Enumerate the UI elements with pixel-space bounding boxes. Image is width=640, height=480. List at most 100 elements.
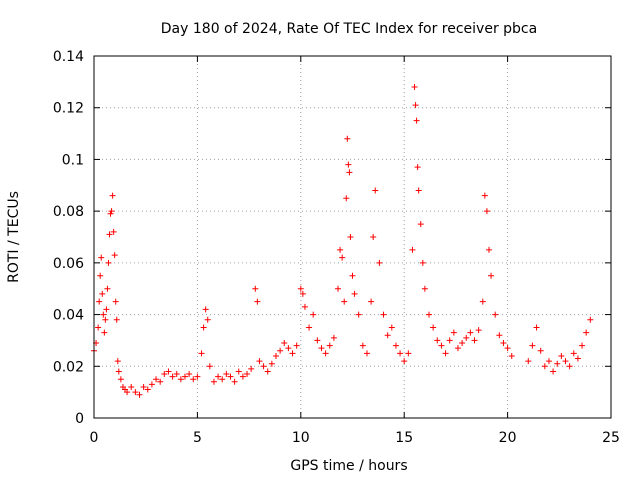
data-point: [430, 324, 437, 331]
data-point: [533, 324, 540, 331]
y-tick-label: 0.1: [62, 152, 84, 168]
data-point: [248, 365, 255, 372]
x-axis-label: GPS time / hours: [290, 458, 407, 474]
data-point: [587, 316, 594, 323]
data-point: [579, 342, 586, 349]
data-point: [475, 327, 482, 334]
data-point: [165, 368, 172, 375]
data-point: [479, 298, 486, 305]
plot-frame: [93, 55, 612, 419]
data-point: [459, 340, 466, 347]
data-point: [562, 358, 569, 365]
data-point: [310, 311, 317, 318]
data-point: [529, 342, 536, 349]
y-tick-label: 0.04: [53, 308, 84, 324]
data-point: [306, 324, 313, 331]
data-point: [541, 363, 548, 370]
data-point: [442, 350, 449, 357]
data-point: [97, 272, 104, 279]
data-point: [384, 332, 391, 339]
data-point: [347, 234, 354, 240]
x-tick-label: 15: [395, 430, 413, 446]
data-point: [181, 373, 188, 380]
data-point: [301, 303, 308, 310]
data-point: [103, 306, 110, 313]
data-point: [140, 383, 147, 390]
data-point: [492, 311, 499, 318]
data-point: [419, 259, 426, 266]
data-point: [496, 332, 503, 339]
y-tick-label: 0.14: [53, 49, 84, 65]
data-point: [173, 371, 180, 378]
data-point: [161, 371, 168, 378]
y-axis-label: ROTI / TECUs: [6, 191, 22, 283]
data-point: [260, 363, 267, 370]
data-point: [281, 340, 288, 347]
data-point: [299, 290, 306, 297]
x-tick-label: 10: [292, 430, 310, 446]
data-point: [136, 391, 143, 398]
data-point: [177, 376, 184, 383]
data-point: [219, 376, 226, 383]
data-point: [109, 192, 116, 199]
data-point: [471, 337, 478, 344]
data-point: [157, 378, 164, 385]
x-axis-ticks: 0 5 10 15 20 25: [90, 56, 620, 446]
data-point: [132, 389, 139, 396]
data-point: [411, 84, 418, 91]
data-point: [190, 376, 197, 383]
data-point: [454, 345, 461, 352]
data-point: [438, 342, 445, 349]
data-point: [108, 208, 115, 215]
data-point: [285, 345, 292, 352]
data-point: [113, 316, 120, 323]
data-point: [144, 386, 151, 393]
data-point: [583, 329, 590, 336]
x-tick-label: 0: [90, 430, 99, 446]
data-point: [550, 368, 557, 375]
data-point: [107, 210, 114, 217]
data-point: [346, 169, 353, 176]
data-point: [100, 311, 107, 318]
data-point: [344, 135, 351, 142]
data-point: [388, 324, 395, 331]
data-point: [421, 285, 428, 292]
data-point: [204, 316, 211, 323]
data-point: [210, 378, 217, 385]
data-point: [223, 371, 230, 378]
data-point: [481, 192, 488, 199]
data-point: [570, 350, 577, 357]
data-point: [322, 350, 329, 357]
data-point: [412, 102, 419, 109]
data-point: [111, 252, 118, 259]
data-point: [368, 298, 375, 305]
data-point: [124, 389, 131, 396]
data-point: [467, 329, 474, 336]
data-point: [314, 337, 321, 344]
data-point: [101, 329, 108, 336]
data-point: [372, 187, 379, 194]
data-point: [153, 376, 160, 383]
data-point: [194, 373, 201, 380]
data-point: [363, 350, 370, 357]
data-point: [417, 221, 424, 228]
data-point: [483, 208, 490, 215]
data-point: [397, 350, 404, 357]
data-point: [351, 290, 358, 297]
data-point: [359, 342, 366, 349]
chart-title: Day 180 of 2024, Rate Of TEC Index for r…: [161, 21, 537, 37]
data-point: [504, 345, 511, 352]
data-point: [392, 342, 399, 349]
data-point: [335, 285, 342, 292]
data-point: [413, 117, 420, 124]
data-point: [376, 259, 383, 266]
data-point: [326, 342, 333, 349]
data-point: [202, 306, 209, 313]
data-point: [231, 378, 238, 385]
data-point: [98, 254, 105, 261]
data-point: [289, 350, 296, 357]
data-point: [206, 363, 213, 370]
data-point: [272, 352, 279, 359]
y-tick-label: 0.06: [53, 256, 84, 272]
